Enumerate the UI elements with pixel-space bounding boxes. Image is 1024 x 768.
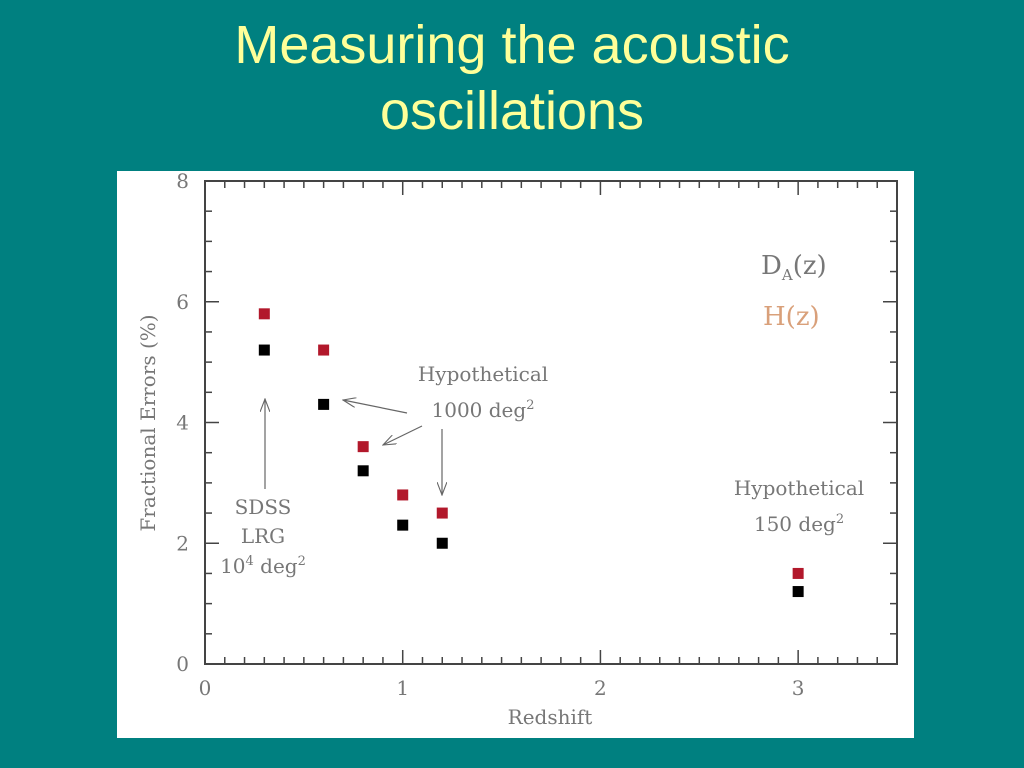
point-da [357, 465, 369, 477]
point-da [436, 537, 448, 549]
x-axis-label: Redshift [508, 705, 593, 729]
legend-hz: H(z) [763, 302, 820, 332]
annotation-hypothetical-1000-line-2: 1000 deg2 [432, 398, 535, 422]
legend-da-sub: A [781, 266, 793, 284]
point-da [792, 586, 804, 598]
y-tick-label: 2 [176, 531, 189, 555]
annotation-sdss-line-3: 104 deg2 [220, 554, 306, 578]
annotation-sdss-ten: 10 [220, 554, 245, 578]
annotation-hypothetical-1000-line-1: Hypothetical [418, 362, 548, 386]
point-da [397, 519, 409, 531]
axis-ticks [204, 180, 898, 665]
annotation-sdss-line-1: SDSS [235, 495, 292, 519]
axis-tick-labels: 0 1 2 3 0 2 4 6 8 [176, 171, 804, 700]
slide-title-line-2: oscillations [379, 81, 645, 141]
y-axis-label: Fractional Errors (%) [136, 314, 160, 531]
point-hz [792, 567, 804, 579]
point-hz [318, 344, 330, 356]
annotation-sdss-line-2: LRG [241, 524, 285, 548]
legend-da-rest: (z) [793, 251, 827, 281]
scatter-chart: 0 1 2 3 0 2 4 6 8 Redshift Fractional Errors (%)… [136, 171, 898, 729]
annotation-1000-deg: 1000 deg [432, 398, 527, 422]
slide-title: Measuring the acoustic oscillations [0, 12, 1024, 144]
point-hz [397, 489, 409, 501]
point-da [258, 344, 270, 356]
annotation-sdss-deg: deg [254, 554, 298, 578]
annotation-sdss-sup-1: 4 [246, 554, 254, 569]
x-tick-label: 3 [792, 676, 805, 700]
y-tick-label: 6 [176, 290, 189, 314]
point-hz [258, 308, 270, 320]
legend-da-main: D [761, 251, 782, 281]
data-points [258, 308, 804, 598]
chart-panel: 0 1 2 3 0 2 4 6 8 Redshift Fractional Errors (%)… [117, 171, 914, 738]
x-tick-label: 2 [594, 676, 607, 700]
annotation-150-sup: 2 [836, 512, 844, 527]
annotation-sdss-sup-2: 2 [298, 554, 306, 569]
y-tick-label: 8 [176, 171, 189, 193]
point-hz [357, 441, 369, 453]
x-tick-label: 0 [199, 676, 212, 700]
annotation-1000-sup: 2 [526, 398, 534, 413]
arrow-1000-to-z08 [383, 425, 423, 445]
point-hz [436, 507, 448, 519]
annotation-150-deg: 150 deg [754, 512, 836, 536]
arrow-1000-to-z06 [343, 400, 408, 414]
annotation-hypothetical-150-line-1: Hypothetical [734, 476, 864, 500]
x-tick-label: 1 [396, 676, 409, 700]
slide-title-line-1: Measuring the acoustic [234, 15, 790, 75]
y-tick-label: 0 [176, 652, 189, 676]
y-tick-label: 4 [176, 411, 189, 435]
legend-da: DA(z) [761, 251, 827, 284]
point-da [318, 398, 330, 410]
annotation-hypothetical-150-line-2: 150 deg2 [754, 512, 844, 536]
